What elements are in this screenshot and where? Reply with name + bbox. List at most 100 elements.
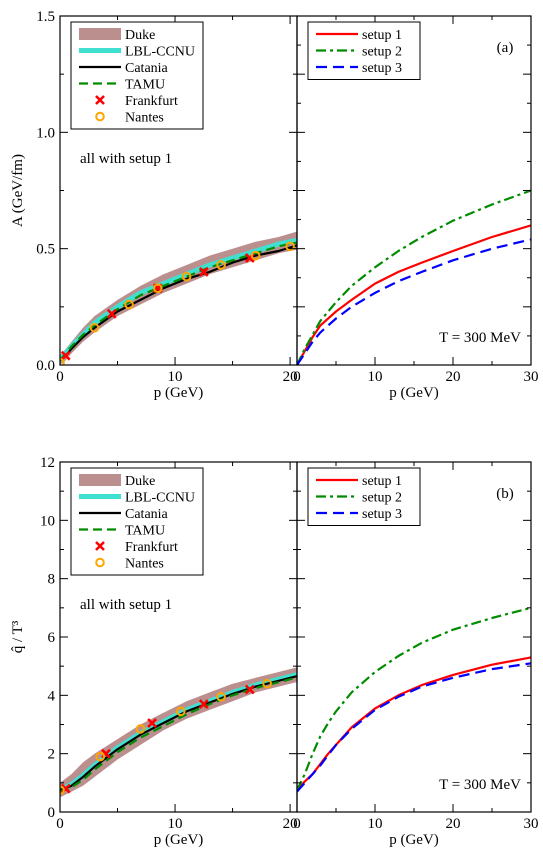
point-frankfurt-a-left <box>60 350 71 361</box>
ytick-label: 1.5 <box>36 9 55 25</box>
legend-label-nantes: Nantes <box>125 111 164 126</box>
xtick-label: 20 <box>283 369 298 385</box>
point-frankfurt-a-left <box>296 240 297 248</box>
panel-label: (b) <box>496 486 514 502</box>
y-axis-label: q̂ / T³ <box>10 620 26 653</box>
legend-swatch-nantes <box>95 557 105 568</box>
x-axis-label: p (GeV) <box>154 832 204 848</box>
xtick-label: 10 <box>368 369 383 385</box>
annotation: all with setup 1 <box>80 597 172 613</box>
point-nantes-b-left <box>355 661 363 669</box>
xtick-label: 0 <box>293 816 301 832</box>
point-nantes-a-left <box>321 233 329 241</box>
point-nantes-a-left <box>124 299 134 310</box>
panel-label: (a) <box>497 40 514 56</box>
point-nantes-b-left <box>176 706 186 717</box>
panel-b-right: 0 10 20 30p (GeV)T = 300 MeV(b)setup 1setup… <box>293 461 539 848</box>
point-frankfurt-b-left <box>296 671 297 679</box>
xtick-label: 0 <box>56 369 64 385</box>
xtick-label: 10 <box>168 816 183 832</box>
xtick-label: 30 <box>524 816 539 832</box>
ytick-label: 1.0 <box>36 125 55 141</box>
legend-label-frankfurt: Frankfurt <box>125 540 178 555</box>
xtick-label: 0 <box>56 816 64 832</box>
ytick-label: 8 <box>48 572 56 588</box>
legend-swatch-duke <box>79 474 121 486</box>
series-setup-3-a-right <box>297 238 531 365</box>
ytick-label: 4 <box>48 688 56 704</box>
point-nantes-a-left <box>89 322 100 333</box>
legend-label-duke: Duke <box>125 28 155 43</box>
plot-area-a-right <box>297 189 531 365</box>
series-duke-b-left <box>60 667 297 798</box>
xtick-label: 0 <box>293 369 301 385</box>
xtick-label: 10 <box>368 816 383 832</box>
point-frankfurt-b-left <box>344 662 352 670</box>
legend-label-catania: Catania <box>125 61 169 76</box>
series-lbl-ccnu-b-left <box>60 672 297 793</box>
legend-box <box>307 467 421 526</box>
point-frankfurt-b-left <box>147 718 157 728</box>
y-axis-label: A (GeV/fm) <box>10 154 26 227</box>
point-nantes-b-left <box>95 751 106 762</box>
legend-label-duke: Duke <box>125 474 155 489</box>
panel-a-right: 0 10 20 30p (GeV)T = 300 MeV(a)setup 1setup… <box>293 15 539 401</box>
series-setup-2-a-right <box>297 189 531 365</box>
point-nantes-b-left <box>216 691 226 702</box>
point-frankfurt-a-left <box>106 308 117 319</box>
ytick-label: 6 <box>48 630 56 646</box>
ytick-label: 2 <box>48 747 56 763</box>
series-setup-3-b-right <box>297 662 531 793</box>
series-lbl-ccnu-a-left <box>60 237 297 362</box>
annotation: T = 300 MeV <box>439 777 521 793</box>
ytick-label: 12 <box>40 455 55 471</box>
point-nantes-a-left <box>216 260 226 270</box>
point-nantes-a-left <box>355 229 363 237</box>
legend-label-lbl-ccnu: LBL-CCNU <box>125 491 195 506</box>
plot-area-b-left <box>60 661 363 798</box>
legend-label-tamu: TAMU <box>125 78 165 93</box>
series-duke-a-left <box>60 231 297 365</box>
xtick-label: 10 <box>168 369 183 385</box>
legend-label-lbl-ccnu: LBL-CCNU <box>125 45 195 60</box>
ytick-label: 10 <box>40 513 55 529</box>
point-nantes-a-left <box>390 222 398 230</box>
annotation: T = 300 MeV <box>439 330 521 346</box>
xtick-label: 30 <box>524 369 539 385</box>
point-nantes-a-left <box>152 283 163 294</box>
xtick-label: 20 <box>283 816 298 832</box>
xtick-label: 20 <box>446 816 461 832</box>
series-catania-a-left <box>60 244 297 362</box>
plot-area-b-right <box>297 606 531 793</box>
legend-label-setup-2: setup 2 <box>362 491 402 506</box>
legend-swatch-nantes <box>95 111 105 122</box>
panel-a-left: 0 10 20 p (GeV) 0.0 0.5 1.0 1.5 A (GeV/fm) all wi… <box>10 9 398 401</box>
series-tamu-b-left <box>60 676 297 793</box>
series-catania-b-left <box>60 674 297 792</box>
point-nantes-a-left <box>250 250 261 261</box>
legend-swatch-frankfurt <box>95 95 105 105</box>
ytick-label: 0 <box>48 805 56 821</box>
legend-label-setup-1: setup 1 <box>362 28 402 43</box>
legend-label-setup-3: setup 3 <box>362 61 402 76</box>
x-axis-label: p (GeV) <box>154 385 204 401</box>
point-nantes-b-left <box>262 678 272 689</box>
legend-label-setup-1: setup 1 <box>362 474 402 489</box>
point-nantes-b-left <box>309 670 317 678</box>
x-axis-label: p (GeV) <box>389 385 439 401</box>
legend-swatch-duke <box>79 28 121 40</box>
point-nantes-a-left <box>181 271 192 282</box>
ytick-label: 0.0 <box>36 358 55 374</box>
point-frankfurt-b-left <box>244 684 255 695</box>
annotation: all with setup 1 <box>80 151 172 167</box>
point-frankfurt-a-left <box>344 231 352 239</box>
series-setup-1-b-right <box>297 656 531 791</box>
legend-label-setup-3: setup 3 <box>362 507 402 522</box>
legend-label-frankfurt: Frankfurt <box>125 94 178 109</box>
x-axis-label: p (GeV) <box>389 832 439 848</box>
